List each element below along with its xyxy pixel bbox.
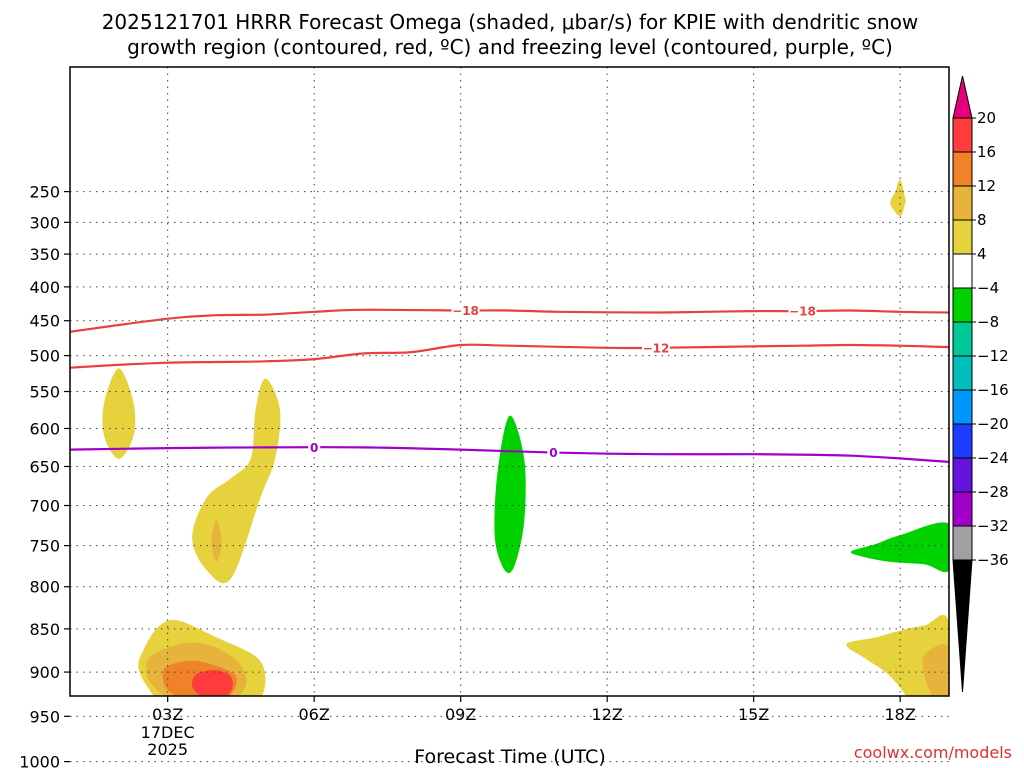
colorbar-label--4: −4: [977, 279, 999, 297]
colorbar-swatch-12: [952, 525, 973, 561]
plot-frame: [69, 66, 950, 697]
colorbar-swatch-8: [952, 389, 973, 425]
y-tick-label-300: 300: [29, 213, 60, 232]
plot-background: [70, 67, 949, 696]
y-tick-label-600: 600: [29, 419, 60, 438]
contour-label-0-0: 0: [310, 441, 318, 455]
x-tick-date: 17DEC: [141, 723, 195, 742]
credit-text[interactable]: coolwx.com/models: [854, 743, 1012, 762]
y-tick-label-500: 500: [29, 347, 60, 366]
y-tick-label-900: 900: [29, 663, 60, 682]
contour-label-bg--18-1: [788, 304, 817, 319]
y-tick-label-350: 350: [29, 245, 60, 264]
y-axis: 250 300 350 400 450 500 550 600 650 700 750 800 850 9…: [19, 183, 70, 768]
contour-label--12-0: −12: [643, 341, 670, 355]
contour-label--18-1: −18: [789, 305, 816, 319]
chart-title-line-1: 2025121701 HRRR Forecast Omega (shaded, …: [102, 10, 919, 34]
x-tick-label-15Z: 15Z: [738, 705, 769, 724]
colorbar: 20 16 12 8 4 −4 −8 −12 −16 −20 −24 −28 −32 −36: [952, 75, 1009, 693]
colorbar-swatch-10: [952, 457, 973, 493]
y-tick-label-650: 650: [29, 457, 60, 476]
colorbar-swatch-4: [952, 253, 973, 289]
y-tick-label-400: 400: [29, 278, 60, 297]
colorbar-label-8: 8: [977, 211, 987, 229]
y-tick-label-800: 800: [29, 578, 60, 597]
contour-line--18: [70, 308, 949, 333]
y-tick-label-1000: 1000: [19, 753, 60, 768]
omega-region-6: [191, 670, 233, 696]
colorbar-label-20: 20: [977, 109, 996, 127]
x-tick-label-06Z: 06Z: [299, 705, 330, 724]
colorbar-label--12: −12: [977, 347, 1009, 365]
x-tick-year: 2025: [147, 740, 188, 759]
contour-label-bg--18-0: [451, 303, 480, 318]
y-tick-label-250: 250: [29, 183, 60, 202]
x-tick-label-18Z: 18Z: [885, 705, 916, 724]
omega-region-14: [922, 644, 949, 696]
colorbar-label-12: 12: [977, 177, 996, 195]
colorbar-swatch-0: [952, 117, 973, 153]
colorbar-label--24: −24: [977, 449, 1009, 467]
colorbar-label--20: −20: [977, 415, 1009, 433]
omega-region-8: [94, 714, 135, 762]
colorbar-top-arrow: [952, 75, 973, 119]
colorbar-label--28: −28: [977, 483, 1009, 501]
omega-region-13: [846, 615, 949, 696]
y-tick-label-550: 550: [29, 383, 60, 402]
x-tick-label-03Z: 03Z: [152, 705, 183, 724]
omega-region-2: [211, 519, 222, 562]
colorbar-swatch-11: [952, 491, 973, 527]
colorbar-label--8: −8: [977, 313, 999, 331]
y-tick-label-850: 850: [29, 620, 60, 639]
omega-region-7: [78, 701, 148, 768]
colorbar-bottom-arrow: [952, 559, 973, 693]
y-tick-label-950: 950: [29, 707, 60, 726]
plot-area: −18 −18 −12 0 0: [69, 66, 950, 768]
contour-line-0: [70, 446, 949, 463]
colorbar-label-4: 4: [977, 245, 987, 263]
omega-region-12: [850, 522, 949, 573]
x-axis-label: Forecast Time (UTC): [414, 746, 605, 768]
contour-label-bg-0-0: [308, 440, 321, 455]
colorbar-swatch-5: [952, 287, 973, 323]
colorbar-label--16: −16: [977, 381, 1009, 399]
contour-line--12: [70, 343, 949, 369]
colorbar-swatch-2: [952, 185, 973, 221]
colorbar-label-16: 16: [977, 143, 996, 161]
colorbar-swatch-9: [952, 423, 973, 459]
y-tick-label-700: 700: [29, 497, 60, 516]
y-tick-label-450: 450: [29, 312, 60, 331]
contour-label-bg--12-0: [642, 340, 670, 355]
x-tick-label-12Z: 12Z: [592, 705, 623, 724]
chart-title-line-2: growth region (contoured, red, ºC) and f…: [127, 35, 893, 59]
contour-label-bg-0-1: [547, 445, 560, 460]
contour-label--18-0: −18: [452, 304, 479, 318]
colorbar-label--36: −36: [977, 551, 1009, 569]
omega-region-10: [494, 415, 526, 574]
contour-label-0-1: 0: [549, 446, 557, 460]
colorbar-swatch-1: [952, 151, 973, 187]
omega-region-11: [890, 179, 906, 217]
colorbar-swatch-6: [952, 321, 973, 357]
colorbar-label--32: −32: [977, 517, 1009, 535]
omega-region-9: [108, 726, 129, 757]
x-tick-label-09Z: 09Z: [445, 705, 476, 724]
omega-region-0: [102, 368, 136, 459]
y-tick-label-750: 750: [29, 537, 60, 556]
colorbar-swatch-3: [952, 219, 973, 255]
colorbar-swatch-7: [952, 355, 973, 391]
